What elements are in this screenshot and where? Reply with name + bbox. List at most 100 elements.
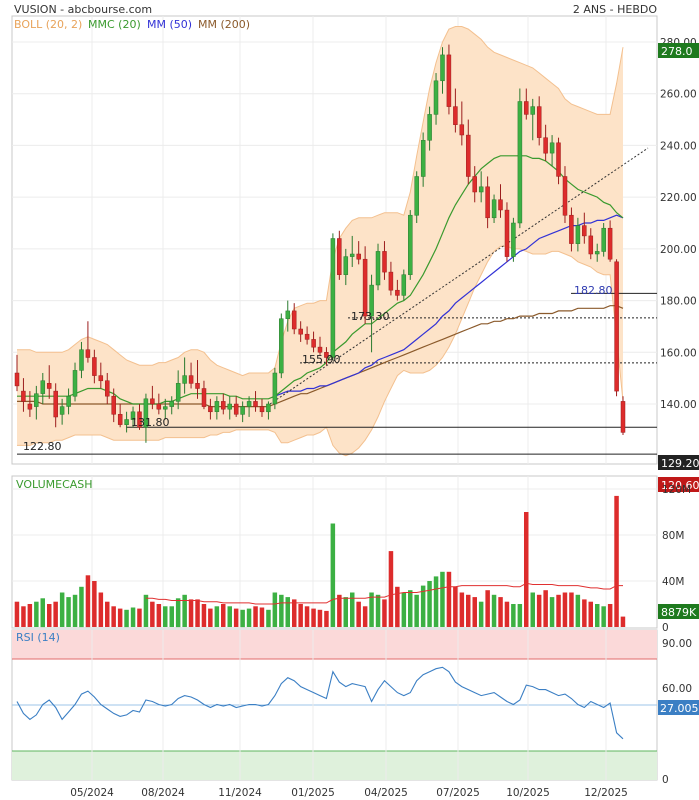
candle-body [524, 101, 529, 115]
legend-mmc: MMC (20) [88, 18, 141, 31]
candle-body [117, 414, 123, 425]
candle-body [324, 352, 329, 358]
horizontal-levels [17, 292, 657, 455]
candle-body [356, 253, 361, 260]
volume-bar [343, 597, 348, 627]
candle-body [175, 383, 181, 402]
candlesticks [14, 44, 626, 443]
volume-panel: VOLUMECASH 120M 80M 40M 0 8879K [11, 475, 699, 634]
volume-bar [569, 592, 574, 627]
candle-body [440, 54, 445, 82]
mm200-line [17, 305, 624, 408]
volume-axis: 120M 80M 40M 0 [662, 484, 691, 634]
volume-bar [466, 594, 471, 627]
volume-bar [111, 606, 116, 627]
bollinger-lower-line [17, 245, 624, 457]
price-panel: BOLL (20, 2) MMC (20) MM (50) MM (200) 2… [11, 15, 699, 492]
volume-bar [311, 608, 316, 627]
volume-bar [195, 599, 200, 627]
candle-body [504, 209, 510, 257]
volume-bar [124, 609, 129, 628]
volume-bar [246, 608, 252, 627]
badge-volume: 8879K [661, 606, 697, 619]
volume-bars [14, 495, 626, 628]
volume-bar [620, 616, 626, 627]
candle-body [472, 176, 477, 193]
candle-body [607, 227, 613, 260]
volume-bar [582, 599, 587, 627]
legend-volume: VOLUMECASH [16, 478, 93, 491]
candle-body [388, 271, 394, 291]
candle-body [556, 142, 561, 177]
candle-body [311, 339, 316, 348]
price-legend: BOLL (20, 2) MMC (20) MM (50) MM (200) [14, 18, 250, 31]
volume-bar [478, 601, 484, 627]
bollinger-band [17, 26, 623, 456]
candle-body [246, 401, 252, 407]
volume-bar [530, 592, 535, 627]
volume-bar [272, 592, 278, 627]
rsi-tick-label: 0 [662, 774, 669, 786]
volume-bar [324, 610, 329, 627]
candle-body [620, 401, 626, 433]
candle-body [575, 225, 581, 244]
candle-body [259, 406, 265, 413]
price-tick-label: 240.00 [660, 140, 697, 152]
candle-body [549, 142, 555, 154]
candle-body [169, 401, 174, 407]
volume-bar [588, 601, 593, 627]
candle-body [130, 411, 136, 420]
candle-body [491, 199, 497, 219]
legend-mm50: MM (50) [147, 18, 192, 31]
volume-bar [317, 609, 323, 628]
volume-bar [221, 604, 226, 627]
volume-bar [446, 571, 452, 627]
volume-bar [414, 594, 419, 627]
candle-body [240, 406, 245, 415]
candle-body [530, 106, 535, 115]
volume-bar [362, 606, 368, 627]
volume-bar [453, 586, 458, 628]
chart-period[interactable]: 2 ANS - HEBDO [572, 3, 657, 16]
volume-bar [607, 604, 613, 627]
volume-bar [356, 601, 361, 627]
volume-tick-label: 0 [662, 622, 669, 634]
candle-body [272, 372, 278, 405]
volume-bar [208, 608, 213, 627]
volume-bar [137, 608, 142, 627]
candle-body [266, 403, 271, 413]
candle-body [66, 395, 71, 407]
candle-body [53, 390, 58, 418]
rsi-tick-label: 60.00 [662, 683, 692, 695]
volume-bar [59, 592, 65, 627]
volume-bar [169, 606, 174, 627]
volume-bar [233, 608, 239, 627]
price-tick-label: 160.00 [660, 347, 697, 359]
price-badges: 278.0 129.20 120.60 [658, 43, 699, 492]
volume-bar [440, 571, 445, 627]
candle-body [382, 251, 387, 273]
volume-bar [556, 594, 561, 627]
candle-body [214, 401, 220, 412]
volume-bar [47, 604, 52, 627]
volume-bar [188, 599, 194, 627]
candle-body [279, 318, 284, 374]
price-tick-label: 140.00 [660, 399, 697, 411]
x-tick-label: 11/2024 [218, 787, 262, 799]
volume-bar [350, 592, 355, 627]
volume-bar [375, 594, 381, 627]
volume-bar [459, 592, 465, 627]
volume-bar [408, 590, 413, 627]
price-tick-label: 260.00 [660, 89, 697, 101]
volume-bar [66, 597, 71, 627]
candle-body [466, 134, 471, 177]
candle-body [337, 238, 342, 275]
candle-body [427, 114, 432, 141]
volume-bar [240, 609, 245, 628]
volume-bar [143, 594, 149, 627]
candle-body [453, 106, 458, 125]
volume-bar [304, 606, 310, 627]
candle-body [46, 383, 52, 389]
volume-bar [156, 604, 162, 627]
volume-bar [14, 601, 20, 627]
